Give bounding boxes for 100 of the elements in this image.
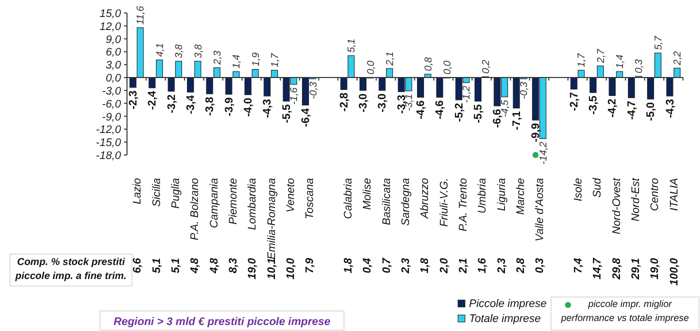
x-tick-label: Friuli-V.G. bbox=[438, 178, 450, 227]
text: 5,1 bbox=[170, 258, 182, 274]
data-label: -2,3 bbox=[127, 90, 140, 110]
x-tick-label: Umbria bbox=[476, 178, 489, 214]
y-tick-label: 9,0 bbox=[106, 34, 122, 46]
y-tick-label: 15,0 bbox=[100, 8, 122, 20]
data-label: -5,5 bbox=[280, 104, 293, 124]
text: 7,4 bbox=[572, 258, 585, 274]
data-label: 0,8 bbox=[423, 56, 434, 72]
text: 14,7 bbox=[592, 257, 604, 280]
data-label: 11,6 bbox=[136, 5, 147, 25]
data-label: 2,2 bbox=[672, 50, 684, 66]
text: 0,7 bbox=[380, 257, 393, 274]
text: 2,8 bbox=[515, 257, 528, 274]
x-tick-label: Liguria bbox=[496, 178, 508, 212]
data-label: -4,0 bbox=[242, 98, 254, 117]
text: 10,1 bbox=[266, 258, 278, 280]
text: 29,8 bbox=[610, 257, 623, 280]
x-tick-label: Valle d'Aosta bbox=[534, 178, 546, 242]
x-tick-label: Abruzzo bbox=[419, 178, 432, 220]
y-tick-label: 12,0 bbox=[100, 20, 122, 33]
text: 7,9 bbox=[304, 257, 316, 274]
text: 2,3 bbox=[496, 258, 508, 274]
text: 19,0 bbox=[649, 257, 662, 280]
data-label: 0,0 bbox=[366, 60, 377, 75]
data-label: -4,6 bbox=[415, 100, 428, 120]
x-tick-label: Campania bbox=[208, 178, 220, 228]
text: 5,1 bbox=[150, 258, 163, 274]
y-tick-label: -9,0 bbox=[102, 111, 122, 124]
data-label: -4,3 bbox=[664, 99, 676, 118]
data-label: -5,5 bbox=[472, 104, 485, 124]
text: 1,6 bbox=[476, 257, 489, 274]
x-tick-label: Marche bbox=[515, 178, 528, 215]
legend-label: Totale imprese bbox=[469, 313, 541, 325]
data-label: 3,8 bbox=[174, 44, 186, 58]
y-tick-label: -18,0 bbox=[96, 150, 122, 162]
x-tick-label: Piemonte bbox=[227, 178, 240, 224]
data-label: -1,6 bbox=[289, 86, 300, 105]
data-label: 1,7 bbox=[576, 52, 588, 68]
x-tick-label: Basilicata bbox=[380, 178, 393, 226]
text: 100,0 bbox=[668, 257, 680, 286]
data-label: 1,4 bbox=[615, 54, 626, 69]
x-tick-label: Molise bbox=[362, 178, 374, 210]
data-label: -3,9 bbox=[223, 97, 236, 116]
legend-label: Piccole imprese bbox=[469, 298, 547, 310]
data-label: -2,7 bbox=[568, 92, 580, 112]
x-tick-label: ITALIA bbox=[668, 178, 680, 211]
x-tick-label: Lazio bbox=[132, 178, 144, 204]
text: 2,0 bbox=[438, 257, 450, 274]
data-label: -3,5 bbox=[588, 96, 600, 115]
data-label: -14,2 bbox=[538, 141, 550, 164]
data-label: -9,9 bbox=[530, 123, 542, 142]
data-label: -5,0 bbox=[645, 102, 658, 122]
x-tick-label: Centro bbox=[649, 178, 662, 212]
data-label: 1,9 bbox=[250, 52, 262, 66]
data-label: 2,3 bbox=[212, 50, 224, 66]
data-label: -6,4 bbox=[300, 107, 312, 128]
data-label: -0,3 bbox=[308, 81, 320, 100]
data-label: -3,0 bbox=[376, 93, 389, 112]
text: 4,8 bbox=[208, 257, 220, 274]
x-tick-label: Lombardia bbox=[246, 178, 259, 230]
text: 0,4 bbox=[362, 258, 374, 274]
data-label: -3,0 bbox=[357, 93, 370, 112]
text: 19,0 bbox=[246, 257, 259, 280]
text: Comp. % stock prestiti piccole imp. a fine trim. bbox=[10, 254, 132, 286]
data-label: 2,1 bbox=[384, 52, 396, 67]
y-tick-label: -3,0 bbox=[102, 85, 122, 98]
data-label: -2,8 bbox=[338, 92, 350, 112]
text: 1,8 bbox=[342, 257, 354, 274]
data-label: 5,1 bbox=[346, 38, 358, 53]
x-tick-label: Sud bbox=[592, 177, 604, 198]
text: 1,8 bbox=[419, 257, 432, 274]
x-tick-label: Sardegna bbox=[400, 178, 412, 226]
data-label: -4,6 bbox=[434, 100, 446, 120]
data-label: 1,7 bbox=[270, 52, 281, 68]
data-label: 3,8 bbox=[193, 44, 204, 58]
x-tick-label: Veneto bbox=[284, 178, 297, 212]
y-tick-label: 0,0 bbox=[106, 72, 122, 85]
data-label: 0,2 bbox=[480, 59, 492, 74]
data-label: -4,7 bbox=[626, 100, 638, 120]
data-label: 4,1 bbox=[154, 42, 166, 57]
x-tick-label: Nord-Ovest bbox=[610, 177, 623, 234]
text: 8,3 bbox=[227, 258, 240, 274]
x-tick-label: Nord-Est bbox=[630, 177, 642, 222]
y-tick-label: 3,0 bbox=[106, 60, 122, 72]
text: 0,3 bbox=[534, 258, 546, 274]
text: 29,1 bbox=[630, 258, 642, 280]
x-tick-label: Sicilia bbox=[150, 178, 163, 207]
data-label: -4,3 bbox=[262, 99, 274, 118]
data-label: 1,4 bbox=[232, 54, 243, 69]
x-tick-label: P.A. Trento bbox=[458, 178, 470, 232]
data-label: -1,2 bbox=[462, 85, 473, 103]
data-label: 5,7 bbox=[653, 36, 664, 50]
data-label: -3,8 bbox=[204, 96, 216, 116]
data-label: 2,7 bbox=[596, 48, 607, 64]
x-tick-label: Isole bbox=[572, 178, 585, 202]
y-tick-label: -12,0 bbox=[96, 124, 122, 136]
text: 2,3 bbox=[400, 258, 412, 274]
legend-label: piccole impr. miglior performance vs totale imprese bbox=[560, 298, 690, 326]
data-label: 0,0 bbox=[442, 60, 454, 75]
